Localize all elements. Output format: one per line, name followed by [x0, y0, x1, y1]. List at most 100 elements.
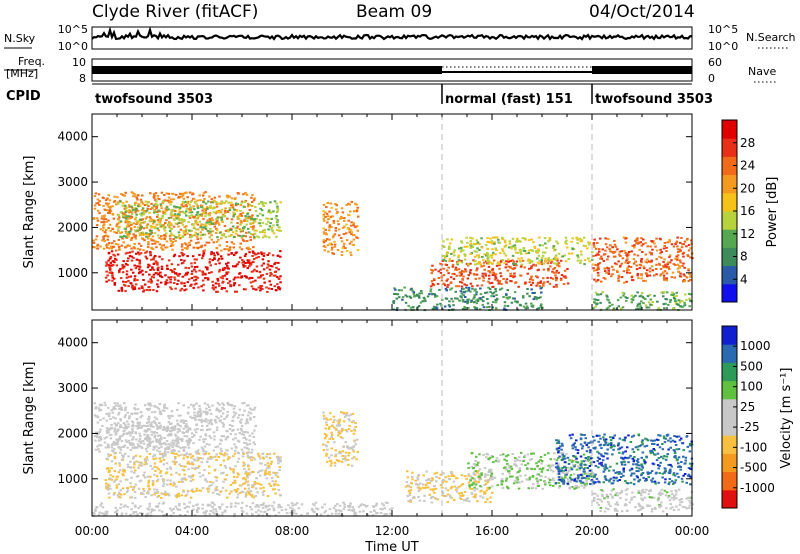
heatmap-cell [344, 247, 347, 250]
heatmap-cell [113, 480, 116, 483]
heatmap-cell [176, 422, 180, 425]
heatmap-cell [156, 406, 159, 409]
heatmap-cell [188, 216, 192, 219]
heatmap-cell [333, 426, 336, 429]
heatmap-cell [465, 262, 469, 265]
heatmap-cell [158, 457, 162, 460]
heatmap-cell [239, 234, 242, 237]
heatmap-cell [688, 305, 691, 308]
heatmap-cell [98, 409, 101, 412]
heatmap-cell [564, 241, 567, 244]
heatmap-cell [675, 240, 679, 243]
heatmap-cell [125, 216, 129, 219]
heatmap-cell [146, 207, 149, 210]
heatmap-cell [481, 303, 484, 306]
heatmap-cell [185, 430, 189, 433]
heatmap-cell [102, 417, 105, 420]
heatmap-cell [446, 286, 449, 289]
heatmap-cell [498, 264, 501, 267]
heatmap-cell [425, 479, 428, 482]
heatmap-cell [331, 236, 335, 239]
heatmap-cell [253, 480, 256, 483]
heatmap-cell [606, 295, 609, 298]
heatmap-cell [195, 282, 198, 285]
heatmap-cell [506, 462, 509, 465]
heatmap-cell [244, 495, 248, 498]
heatmap-cell [472, 471, 476, 474]
heatmap-cell [179, 420, 183, 423]
heatmap-cell [114, 442, 118, 445]
heatmap-cell [92, 245, 95, 248]
heatmap-cell [172, 452, 176, 455]
heatmap-cell [541, 468, 544, 471]
heatmap-cell [491, 242, 494, 245]
heatmap-cell [477, 461, 480, 464]
heatmap-cell [204, 224, 207, 227]
heatmap-cell [477, 262, 480, 265]
heatmap-cell [418, 292, 421, 295]
heatmap-cell [110, 467, 113, 470]
heatmap-cell [336, 419, 339, 422]
heatmap-cell [199, 413, 203, 416]
heatmap-cell [150, 226, 153, 229]
heatmap-cell [351, 448, 355, 451]
heatmap-cell [169, 269, 172, 271]
heatmap-cell [247, 448, 250, 451]
heatmap-cell [201, 474, 205, 477]
heatmap-cell [564, 476, 567, 479]
heatmap-cell [220, 415, 223, 418]
heatmap-cell [650, 240, 653, 242]
heatmap-cell [183, 282, 186, 285]
heatmap-cell [429, 288, 433, 291]
heatmap-cell [605, 271, 608, 274]
heatmap-cell [679, 272, 682, 275]
heatmap-cell [211, 456, 215, 459]
heatmap-cell [123, 409, 127, 412]
heatmap-cell [556, 242, 560, 245]
heatmap-cell [473, 296, 476, 299]
heatmap-cell [107, 413, 110, 416]
heatmap-cell [681, 306, 684, 309]
heatmap-cell [476, 464, 479, 467]
heatmap-cell [118, 248, 121, 251]
heatmap-cell [182, 489, 185, 492]
heatmap-cell [226, 414, 229, 417]
heatmap-cell [350, 231, 353, 234]
heatmap-cell [261, 203, 264, 206]
heatmap-cell [682, 273, 685, 276]
heatmap-cell [210, 251, 213, 254]
heatmap-cell [153, 462, 157, 465]
heatmap-cell [329, 459, 333, 462]
heatmap-cell [201, 448, 205, 451]
heatmap-cell [421, 486, 424, 489]
heatmap-cell [407, 500, 410, 503]
heatmap-cell [462, 288, 465, 290]
heatmap-cell [128, 244, 131, 247]
heatmap-cell [193, 414, 196, 417]
heatmap-cell [220, 208, 224, 211]
heatmap-cell [242, 234, 245, 237]
heatmap-cell [105, 429, 109, 432]
heatmap-cell [135, 446, 139, 449]
heatmap-cell [205, 221, 208, 224]
heatmap-cell [251, 226, 255, 229]
heatmap-cell [146, 444, 149, 446]
heatmap-cell [100, 221, 103, 224]
heatmap-cell [442, 267, 446, 270]
heatmap-cell [266, 462, 270, 465]
heatmap-cell [220, 216, 223, 219]
heatmap-cell [269, 283, 273, 286]
heatmap-cell [530, 452, 533, 455]
heatmap-cell [114, 257, 117, 260]
heatmap-cell [352, 243, 355, 246]
heatmap-cell [208, 206, 211, 209]
heatmap-cell [182, 200, 185, 203]
heatmap-cell [484, 260, 488, 263]
heatmap-cell [207, 428, 210, 431]
heatmap-cell [592, 242, 596, 245]
heatmap-cell [548, 282, 552, 285]
heatmap-cell [570, 252, 574, 255]
heatmap-cell [474, 483, 478, 486]
heatmap-cell [469, 475, 473, 478]
heatmap-cell [480, 284, 484, 287]
